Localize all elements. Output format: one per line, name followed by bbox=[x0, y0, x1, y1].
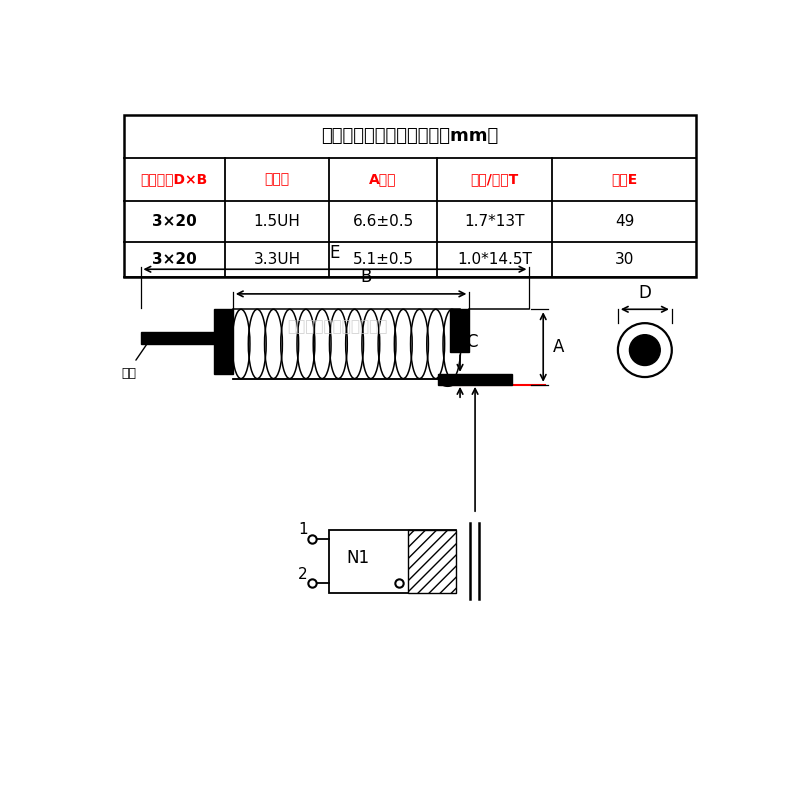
Text: 脚距E: 脚距E bbox=[611, 173, 638, 186]
Text: 东莞市广域电子有限公司: 东莞市广域电子有限公司 bbox=[287, 319, 387, 334]
Text: 2: 2 bbox=[298, 567, 307, 582]
Text: 1: 1 bbox=[298, 522, 307, 538]
Text: A外径: A外径 bbox=[370, 173, 397, 186]
Text: 3×20: 3×20 bbox=[152, 252, 197, 267]
Text: 6.6±0.5: 6.6±0.5 bbox=[353, 214, 414, 230]
Ellipse shape bbox=[630, 334, 660, 366]
Text: 磁芯尺寸D×B: 磁芯尺寸D×B bbox=[141, 173, 208, 186]
Text: 49: 49 bbox=[614, 214, 634, 230]
Text: A: A bbox=[553, 338, 564, 356]
Text: 3.3UH: 3.3UH bbox=[254, 252, 301, 267]
Bar bbox=[141, 332, 214, 344]
Text: 5.1±0.5: 5.1±0.5 bbox=[353, 252, 414, 267]
Text: E: E bbox=[330, 243, 340, 262]
Text: 镀锡: 镀锡 bbox=[122, 367, 136, 380]
Bar bbox=[438, 374, 512, 385]
Text: 1.5UH: 1.5UH bbox=[254, 214, 301, 230]
Bar bbox=[214, 310, 233, 374]
Text: 1.7*13T: 1.7*13T bbox=[465, 214, 525, 230]
Bar bbox=[123, 115, 697, 277]
Text: 3×20: 3×20 bbox=[152, 214, 197, 230]
Bar bbox=[450, 310, 470, 352]
Text: B: B bbox=[361, 268, 372, 286]
Text: 线径/圈数T: 线径/圈数T bbox=[470, 173, 519, 186]
Text: 1.0*14.5T: 1.0*14.5T bbox=[458, 252, 532, 267]
Bar bbox=[408, 530, 456, 593]
Bar bbox=[329, 530, 456, 593]
Text: N1: N1 bbox=[346, 549, 370, 567]
Text: C: C bbox=[466, 333, 478, 351]
Text: D: D bbox=[638, 283, 651, 302]
Text: 电感量: 电感量 bbox=[265, 173, 290, 186]
Text: 30: 30 bbox=[614, 252, 634, 267]
Text: 磁棒电感型号规格表（单位mm）: 磁棒电感型号规格表（单位mm） bbox=[322, 127, 498, 146]
